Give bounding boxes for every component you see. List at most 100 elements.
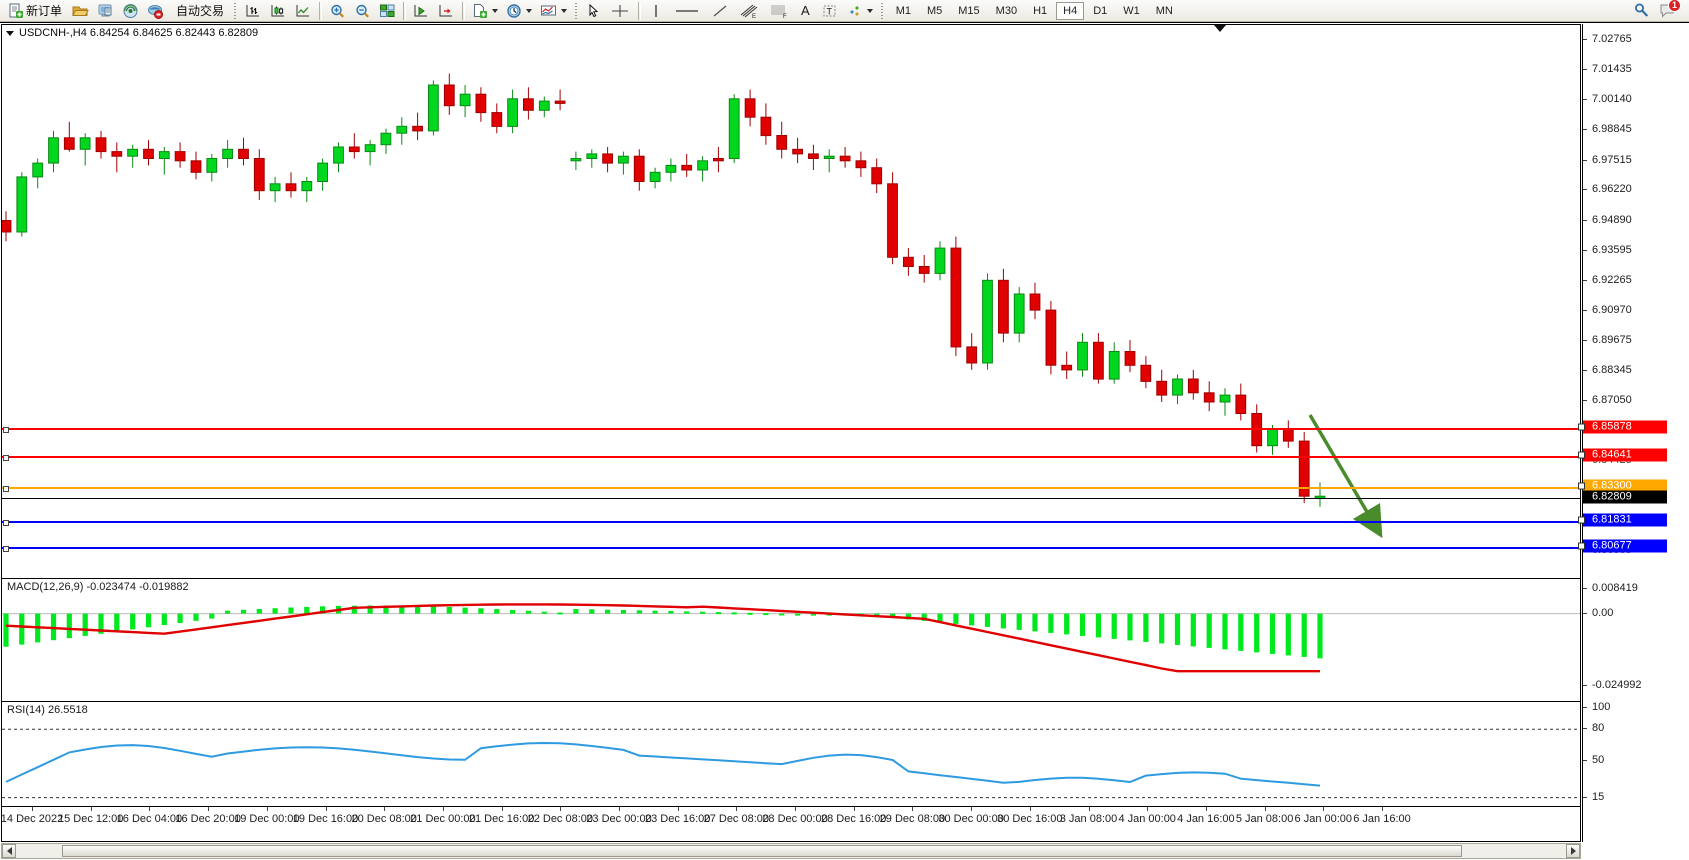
timeframe-d1[interactable]: D1 (1093, 4, 1108, 17)
timeframe-m5[interactable]: M5 (926, 4, 943, 17)
level-handle[interactable] (1578, 516, 1585, 524)
candlestick-chart-button[interactable] (267, 1, 290, 21)
price-tick: 6.93595 (1583, 244, 1632, 256)
zoom-in-button[interactable] (326, 1, 349, 21)
scroll-left-button[interactable] (2, 844, 16, 858)
chevron-down-icon[interactable] (561, 8, 568, 13)
macd-pane[interactable]: MACD(12,26,9) -0.023474 -0.019882 (2, 578, 1580, 700)
price-scale[interactable]: 7.02765 7.01435 7.00140 6.98845 6.97515 6.962… (1578, 24, 1688, 842)
svg-text:T: T (826, 6, 832, 16)
templates-icon (474, 3, 488, 18)
price-pane[interactable] (2, 25, 1580, 577)
strategy-tester-button[interactable] (144, 1, 167, 21)
indicators-button[interactable] (537, 1, 570, 21)
price-level-line-entry[interactable] (2, 486, 1580, 492)
auto-scroll-button[interactable] (410, 1, 433, 21)
level-handle[interactable] (3, 426, 9, 433)
macd-tick: 0.008419 (1583, 582, 1638, 594)
period-icon (507, 3, 521, 18)
price-level-line-current[interactable] (2, 498, 1580, 500)
price-level-badge-entry[interactable]: 6.83300 (1578, 479, 1667, 493)
time-tick-mark (1147, 807, 1149, 811)
chart-menu-caret-icon[interactable] (6, 30, 14, 36)
price-level-badge-current[interactable]: 6.82809 (1583, 490, 1667, 504)
indicators-icon (541, 5, 557, 15)
objects-button[interactable] (843, 1, 876, 21)
price-level-line-support[interactable] (2, 546, 1580, 553)
level-handle[interactable] (3, 455, 9, 462)
horizontal-line-button[interactable] (669, 1, 705, 21)
price-level-badge-resistance[interactable]: 6.85878 (1578, 420, 1667, 434)
trendline-button[interactable] (707, 1, 733, 21)
level-handle[interactable] (1578, 482, 1585, 490)
level-handle[interactable] (3, 546, 9, 553)
time-tick-mark (560, 807, 562, 811)
folder-button[interactable] (69, 1, 92, 21)
terminal-button[interactable] (94, 1, 117, 21)
vertical-line-button[interactable] (645, 1, 667, 21)
auto-trading-button[interactable]: 自动交易 (169, 1, 229, 21)
chart-frame[interactable]: USDCNH-,H4 6.84254 6.84625 6.82443 6.828… (1, 24, 1581, 842)
timeframe-m30[interactable]: M30 (995, 4, 1018, 17)
new-order-icon (9, 3, 23, 18)
time-tick-mark (1382, 807, 1383, 811)
toolbar-grip-1[interactable] (233, 1, 239, 20)
time-tick-mark (501, 807, 503, 811)
chart-shift-button[interactable] (435, 1, 458, 21)
notification-button[interactable]: 1 (1656, 0, 1681, 21)
fibonacci-icon: F (771, 5, 787, 19)
level-handle[interactable] (3, 486, 9, 492)
timeframe-m1[interactable]: M1 (895, 4, 911, 17)
chevron-down-icon[interactable] (866, 8, 873, 13)
level-handle[interactable] (3, 519, 9, 526)
templates-button[interactable] (469, 1, 501, 21)
search-button[interactable] (1630, 1, 1654, 21)
price-level-badge-support[interactable]: 6.81831 (1578, 513, 1667, 527)
level-handle[interactable] (1578, 423, 1585, 431)
scrollbar-thumb[interactable] (62, 845, 1462, 857)
horizontal-scrollbar[interactable] (1, 843, 1581, 859)
signal-button[interactable] (119, 1, 142, 21)
horizontal-line-icon (676, 9, 699, 12)
time-tick-mark (325, 807, 327, 811)
tile-windows-button[interactable] (376, 1, 399, 21)
toolbar-grip-3[interactable] (879, 1, 885, 20)
chart-window: USDCNH-,H4 6.84254 6.84625 6.82443 6.828… (0, 22, 1689, 860)
cursor-button[interactable] (583, 1, 604, 21)
toolbar-grip-2[interactable] (574, 1, 580, 20)
time-tick-label: 28 Dec 16:00 (820, 813, 887, 825)
timeframe-w1[interactable]: W1 (1123, 4, 1140, 17)
macd-tick: -0.024992 (1583, 679, 1642, 691)
chevron-down-icon[interactable] (526, 8, 533, 13)
timeframe-m15[interactable]: M15 (958, 4, 980, 17)
bar-chart-button[interactable] (242, 1, 265, 21)
search-icon (1635, 3, 1649, 17)
price-tick: 6.90970 (1583, 304, 1632, 316)
time-tick-label: 6 Jan 00:00 (1294, 813, 1353, 825)
period-button[interactable] (503, 1, 535, 21)
price-level-line-resistance[interactable] (2, 426, 1580, 433)
rsi-pane[interactable]: RSI(14) 26.5518 (2, 701, 1580, 805)
new-order-button[interactable]: 新订单 (3, 1, 67, 21)
equidistant-channel-button[interactable]: E (735, 1, 763, 21)
price-level-line-support[interactable] (2, 519, 1580, 526)
scroll-right-button[interactable] (1566, 844, 1580, 858)
level-handle[interactable] (1578, 451, 1585, 459)
fibonacci-button[interactable]: F (765, 1, 793, 21)
price-level-badge-support[interactable]: 6.80677 (1578, 539, 1667, 553)
level-handle[interactable] (1578, 542, 1585, 550)
text-button[interactable]: A (795, 1, 816, 21)
zoom-out-button[interactable] (351, 1, 374, 21)
line-chart-button[interactable] (292, 1, 315, 21)
crosshair-button[interactable] (606, 1, 634, 21)
time-tick-label: 16 Dec 04:00 (116, 813, 183, 825)
timeframe-h4[interactable]: H4 (1056, 1, 1085, 20)
timeframe-mn[interactable]: MN (1155, 4, 1173, 17)
zoom-out-icon (356, 4, 370, 18)
chevron-down-icon[interactable] (492, 8, 499, 13)
text-label-button[interactable]: T (818, 1, 841, 21)
timeframe-h1[interactable]: H1 (1033, 4, 1048, 17)
time-tick-label: 21 Dec 16:00 (468, 813, 535, 825)
price-level-badge-resistance[interactable]: 6.84641 (1578, 448, 1667, 462)
price-level-line-resistance[interactable] (2, 455, 1580, 462)
